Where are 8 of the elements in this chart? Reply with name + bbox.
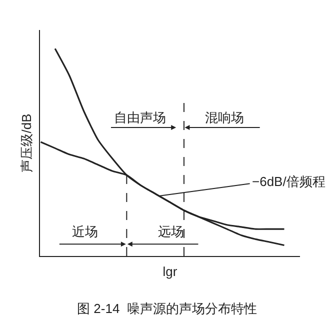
- annotation: 远场: [158, 224, 184, 239]
- annotation: 近场: [72, 224, 98, 239]
- text: 图 2-14 噪声源的声场分布特性: [77, 301, 257, 316]
- annotation: −6dB/倍频程: [252, 174, 326, 189]
- x-axis-title: lgr: [162, 264, 178, 279]
- y-axis-title: 声压级/dB: [18, 114, 34, 172]
- annotation: 混响场: [205, 110, 244, 125]
- annotation: 自由声场: [114, 110, 166, 125]
